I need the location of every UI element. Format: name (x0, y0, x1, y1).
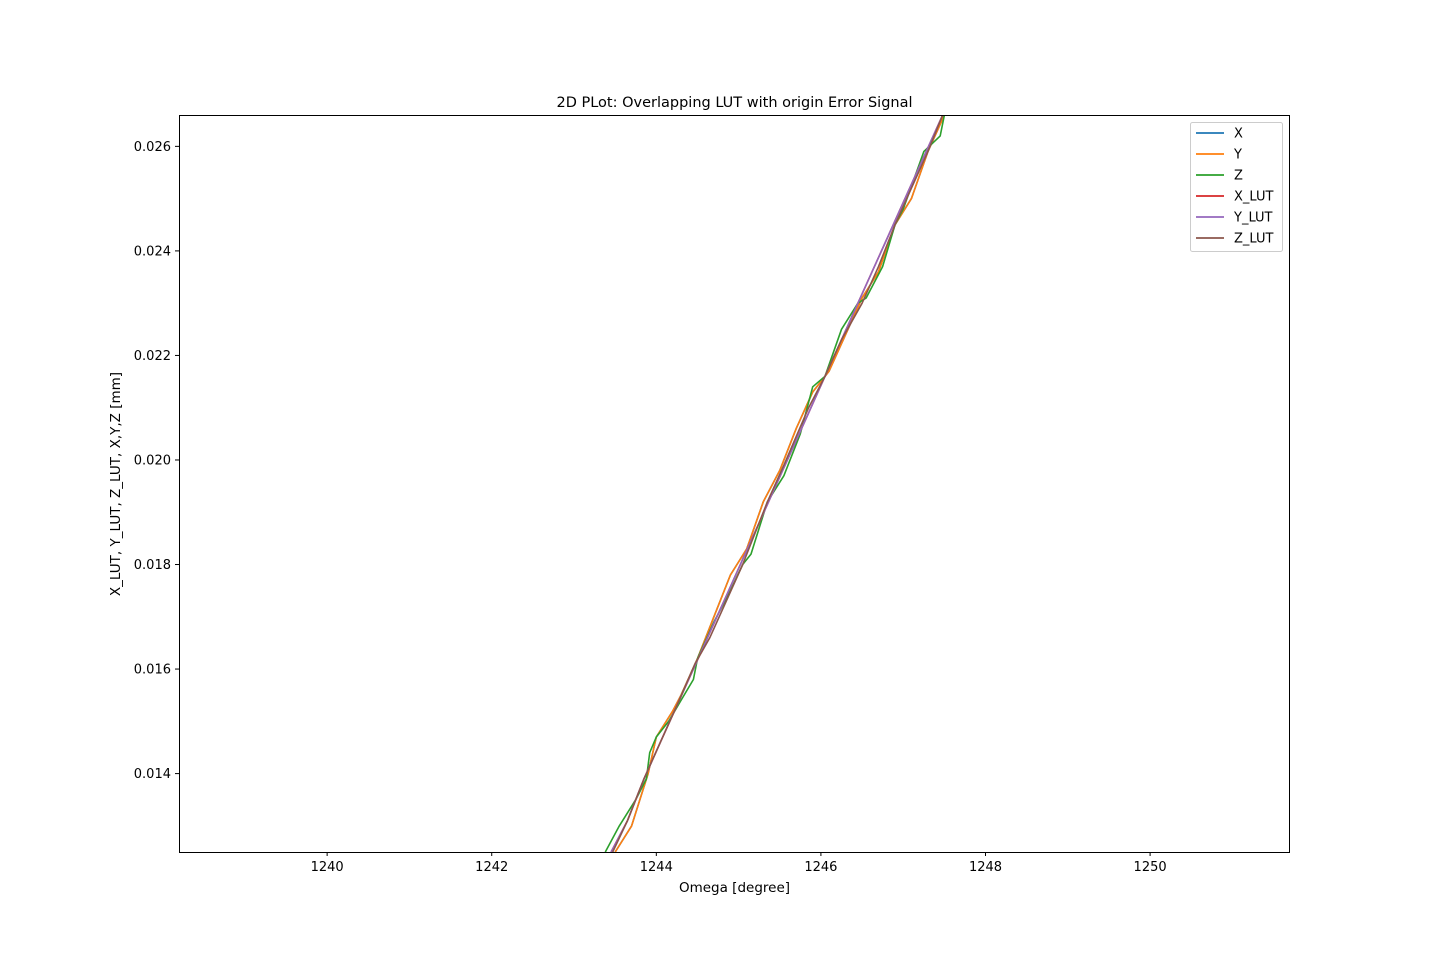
y-tick-label: 0.024 (134, 244, 171, 259)
y-tick-label: 0.014 (134, 767, 171, 782)
y-tick-label: 0.026 (134, 140, 171, 155)
legend-label: Z_LUT (1234, 232, 1274, 247)
x-axis: 1240 1242 1244 1246 1248 1250 (311, 852, 1167, 875)
x-tick-label: 1248 (969, 860, 1002, 875)
series-line-z (604, 115, 946, 852)
x-tick-label: 1242 (475, 860, 508, 875)
y-axis-label: X_LUT, Y_LUT, Z_LUT, X,Y,Z [mm] (108, 372, 124, 596)
y-tick-label: 0.016 (134, 663, 171, 678)
x-tick-label: 1250 (1134, 860, 1167, 875)
series-line-z-lut (611, 115, 944, 852)
series-line-y (614, 115, 946, 852)
legend-label: Y (1233, 148, 1242, 163)
x-tick-label: 1244 (640, 860, 673, 875)
y-tick-label: 0.022 (134, 349, 171, 364)
y-axis: 0.014 0.016 0.018 0.020 0.022 0.024 0.026 (134, 140, 179, 782)
y-tick-label: 0.020 (134, 453, 171, 468)
legend-label: X (1234, 127, 1243, 142)
x-tick-label: 1246 (804, 860, 837, 875)
y-tick-label: 0.018 (134, 558, 171, 573)
legend-label: Y_LUT (1233, 211, 1273, 226)
legend: XYZ X_LUT Y_LUT Z_LUT (1190, 122, 1283, 252)
x-tick-label: 1240 (311, 860, 344, 875)
x-axis-label: Omega [degree] (679, 880, 790, 896)
legend-label: Z (1234, 169, 1243, 184)
plot-area-frame (179, 115, 1290, 853)
chart-title: 2D PLot: Overlapping LUT with origin Err… (556, 95, 912, 111)
legend-label: X_LUT (1234, 190, 1274, 205)
